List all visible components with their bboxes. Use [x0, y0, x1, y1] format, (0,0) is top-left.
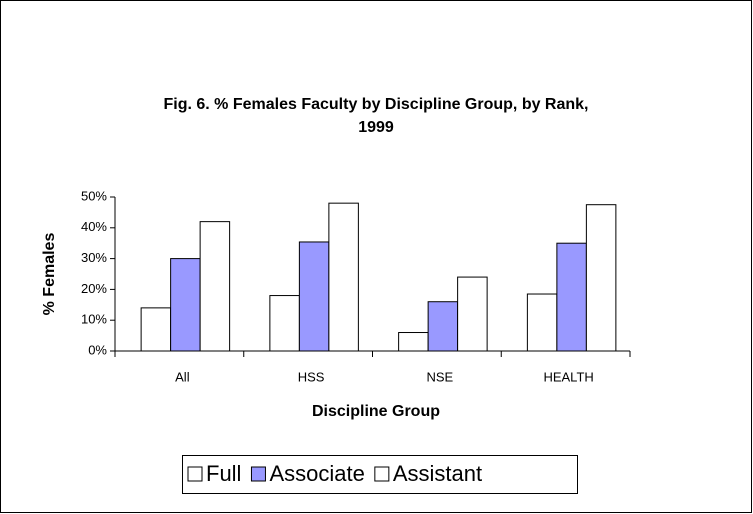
legend-swatch [250, 466, 266, 482]
legend-label: Assistant [393, 461, 482, 486]
x-tick-label: HEALTH [543, 369, 593, 384]
bar [328, 202, 359, 352]
y-tick-label: 30% [81, 250, 107, 265]
x-tick-label: HSS [298, 369, 325, 384]
y-tick-label: 50% [81, 188, 107, 203]
bar [585, 204, 617, 352]
legend-label: Full [206, 461, 241, 486]
bar [199, 221, 231, 352]
bar [170, 258, 201, 352]
bar [526, 293, 558, 352]
bar [556, 242, 587, 352]
y-axis-title: % Females [41, 233, 58, 316]
legend-label: Associate [269, 461, 364, 486]
bar [298, 241, 330, 352]
chart-title: Fig. 6. % Females Faculty by Discipline … [164, 96, 589, 113]
bar [140, 307, 172, 352]
legend-swatch [187, 466, 203, 482]
y-tick-label: 0% [88, 342, 107, 357]
y-tick-label: 20% [81, 281, 107, 296]
x-axis-title: Discipline Group [312, 403, 440, 420]
legend-swatch [374, 466, 390, 482]
bar [398, 332, 429, 352]
x-tick-label: NSE [427, 369, 454, 384]
bar [269, 295, 300, 352]
chart-title: 1999 [358, 119, 394, 136]
bar [427, 301, 459, 352]
bar [457, 276, 488, 352]
y-tick-label: 40% [81, 219, 107, 234]
y-tick-label: 10% [81, 312, 107, 327]
x-tick-label: All [175, 369, 190, 384]
